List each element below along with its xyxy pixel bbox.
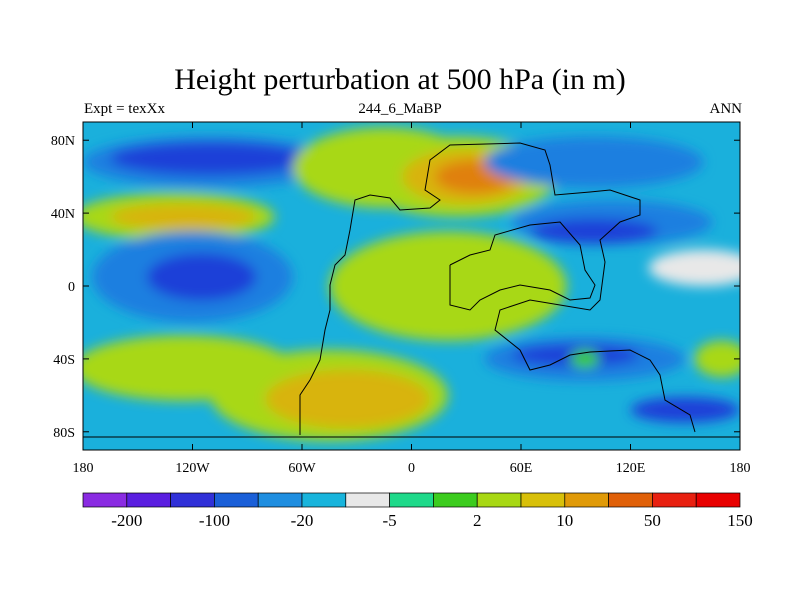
x-tick-label: 120W: [175, 461, 210, 476]
y-axis: 80N 40N 0 40S 80S: [51, 134, 740, 441]
continent-outlines: [83, 142, 740, 438]
field-region-strong_neg: [110, 142, 312, 175]
colorbar-label: 50: [644, 511, 661, 530]
colorbar-swatch: [608, 492, 653, 508]
field-region-mid_pos: [694, 340, 740, 378]
colorbar-swatch: [214, 492, 259, 508]
x-tick-label: 180: [730, 461, 751, 476]
colorbar-swatch: [257, 492, 303, 508]
colorbar-swatch: [433, 492, 478, 508]
colorbar-label: -100: [199, 511, 230, 530]
x-axis: 180 120W 60W 0 60E 120E 180: [73, 122, 751, 476]
x-tick-label: 60W: [288, 461, 316, 476]
y-tick-label: 80S: [53, 426, 75, 441]
colorbar-swatch: [695, 492, 741, 508]
colorbar-label: 2: [473, 511, 482, 530]
x-tick-label: 180: [73, 461, 94, 476]
colorbar-swatch: [652, 492, 697, 508]
y-tick-label: 40S: [53, 353, 75, 368]
colorbar-label: 10: [556, 511, 573, 530]
x-tick-label: 0: [408, 461, 415, 476]
colorbar-swatch: [82, 492, 128, 508]
colorbar-label: -5: [383, 511, 397, 530]
chart-title: Height perturbation at 500 hPa (in m): [174, 63, 626, 96]
run-label: 244_6_MaBP: [358, 101, 442, 117]
field-region-strong_pos: [110, 204, 257, 230]
colorbar-swatch: [301, 492, 347, 508]
colorbar-swatch: [564, 492, 609, 508]
field-region-neutral: [648, 249, 740, 286]
colorbar-label: -200: [111, 511, 142, 530]
x-tick-label: 60E: [510, 461, 533, 476]
experiment-label: Expt = texXx: [84, 101, 165, 117]
asia-interior-outline: [449, 221, 596, 311]
colorbar-label: 150: [727, 511, 753, 530]
colorbar-swatch: [520, 492, 566, 508]
colorbar: -200 -100 -20 -5 2 10 50 150: [82, 492, 753, 530]
field-region-mid_neg: [484, 136, 704, 188]
field-region-strong_neg: [530, 218, 658, 245]
colorbar-swatch: [170, 492, 215, 508]
colorbar-swatch: [126, 492, 171, 508]
colorbar-label: -20: [291, 511, 314, 530]
y-tick-label: 40N: [51, 207, 75, 222]
season-label: ANN: [709, 101, 743, 117]
field-region-strong_neg: [630, 397, 740, 423]
x-tick-label: 120E: [616, 461, 646, 476]
colorbar-swatch: [345, 492, 390, 508]
americas-outline: [299, 142, 696, 435]
colorbar-swatch: [476, 492, 522, 508]
field-region-strong_neg: [146, 253, 257, 301]
y-tick-label: 0: [68, 280, 75, 295]
y-tick-label: 80N: [51, 134, 75, 149]
field-region-strong_pos: [265, 369, 430, 429]
field-region-mid_pos: [329, 231, 567, 341]
colorbar-swatch: [389, 492, 434, 508]
